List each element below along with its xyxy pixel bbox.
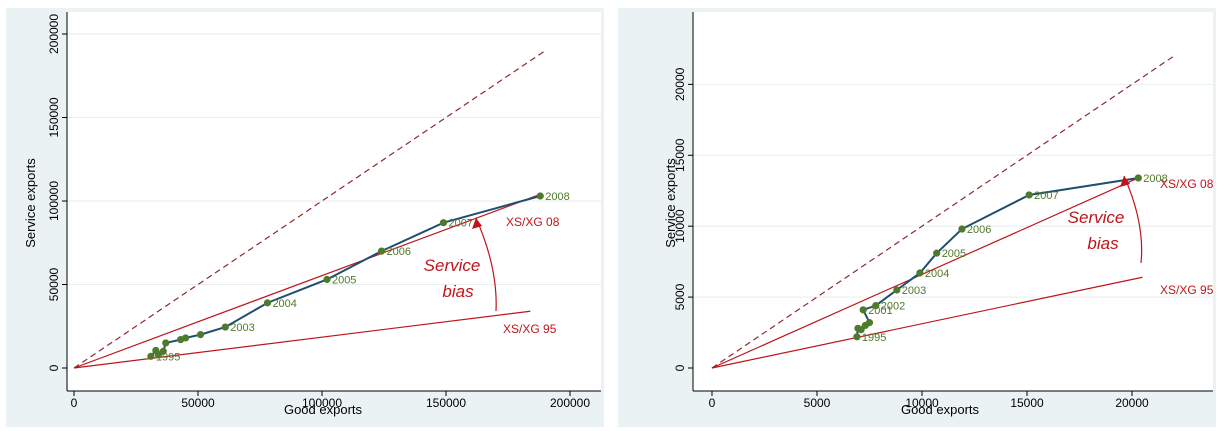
- annotation-line-2: bias: [1087, 234, 1119, 253]
- data-label: 2008: [545, 191, 569, 203]
- data-point: [872, 302, 880, 310]
- x-tick-label: 20000: [1115, 396, 1149, 410]
- y-tick-label: 0: [47, 364, 61, 371]
- bias-arrowhead: [1120, 176, 1130, 187]
- y-axis-title: Service exports: [23, 158, 38, 248]
- data-point: [859, 306, 867, 314]
- ratio-line-08: [711, 177, 1139, 369]
- data-point: [196, 331, 205, 339]
- ratio-label-08: XS/XG 08: [506, 215, 560, 229]
- bias-arrow: [475, 217, 497, 312]
- x-axis-title: Good exports: [284, 402, 363, 417]
- annotation-line-1: Service: [424, 256, 481, 275]
- x-tick-label: 15000: [1010, 396, 1044, 410]
- ratio-label-95: XS/XG 95: [1160, 283, 1214, 297]
- data-label: 2006: [967, 224, 991, 236]
- plot-area: [693, 12, 1213, 391]
- data-point: [439, 219, 448, 227]
- x-tick-label: 50000: [181, 396, 215, 410]
- data-label: 2003: [230, 322, 254, 334]
- y-tick-label: 100000: [47, 181, 61, 221]
- x-tick-label: 10000: [905, 396, 939, 410]
- data-point: [1025, 191, 1033, 199]
- x-tick-label: 0: [71, 396, 78, 410]
- data-label: 2002: [881, 301, 905, 313]
- data-point: [893, 286, 901, 294]
- data-label: 2005: [942, 248, 966, 260]
- data-point: [958, 225, 966, 233]
- ratio-line-95: [711, 276, 1143, 369]
- data-point: [933, 249, 941, 257]
- data-label: 2007: [1034, 190, 1058, 202]
- data-label: 2007: [449, 218, 473, 230]
- bias-arrow: [1123, 175, 1143, 264]
- y-axis-title: Service exports: [663, 158, 678, 248]
- data-label: 1995: [862, 332, 886, 344]
- bias-arrowhead: [472, 218, 482, 229]
- x-tick-label: 5000: [804, 396, 831, 410]
- x-tick-label: 100000: [302, 396, 342, 410]
- y-tick-label: 150000: [47, 97, 61, 137]
- annotation-line-2: bias: [442, 282, 474, 301]
- data-label: 2005: [332, 274, 356, 286]
- diagonal-line: [711, 55, 1175, 369]
- data-label: 2006: [387, 246, 411, 258]
- ratio-label-95: XS/XG 95: [503, 322, 557, 336]
- ratio-line-08: [73, 193, 541, 369]
- data-point: [536, 192, 544, 200]
- y-tick-label: 0: [673, 364, 687, 371]
- data-point: [865, 319, 874, 327]
- x-tick-label: 0: [709, 396, 716, 410]
- y-tick-label: 5000: [673, 283, 687, 310]
- x-tick-label: 150000: [426, 396, 466, 410]
- chart-panel-left: 1995 2003 2004 2005 2006 2007 2008 0 50000 10000…: [6, 8, 604, 427]
- data-point: [182, 334, 190, 342]
- x-tick-label: 200000: [550, 396, 590, 410]
- data-point: [147, 352, 155, 360]
- data-label: 2004: [925, 268, 949, 280]
- y-tick-label: 15000: [673, 138, 687, 172]
- data-point: [159, 347, 167, 355]
- data-point: [263, 299, 272, 307]
- annotation-line-1: Service: [1068, 208, 1125, 227]
- data-label: 2003: [902, 285, 926, 297]
- y-tick-label: 20000: [673, 67, 687, 101]
- y-tick-label: 50000: [47, 267, 61, 301]
- data-point: [323, 275, 331, 284]
- data-point: [853, 333, 861, 341]
- data-point: [221, 323, 229, 331]
- diagonal-line: [73, 50, 546, 369]
- y-tick-label: 10000: [673, 209, 687, 243]
- data-point: [377, 247, 386, 255]
- data-point: [916, 269, 924, 277]
- ratio-label-08: XS/XG 08: [1160, 177, 1214, 191]
- x-axis-title: Good exports: [901, 402, 980, 417]
- data-point: [1134, 174, 1142, 182]
- data-label: 2008: [1143, 173, 1167, 185]
- data-label: 2004: [272, 298, 296, 310]
- chart-panel-right: 1995 2001 2002 2003 2004 2005 2006 2007 2008 0 50…: [618, 8, 1216, 427]
- y-tick-label: 200000: [47, 14, 61, 54]
- data-point: [162, 339, 170, 347]
